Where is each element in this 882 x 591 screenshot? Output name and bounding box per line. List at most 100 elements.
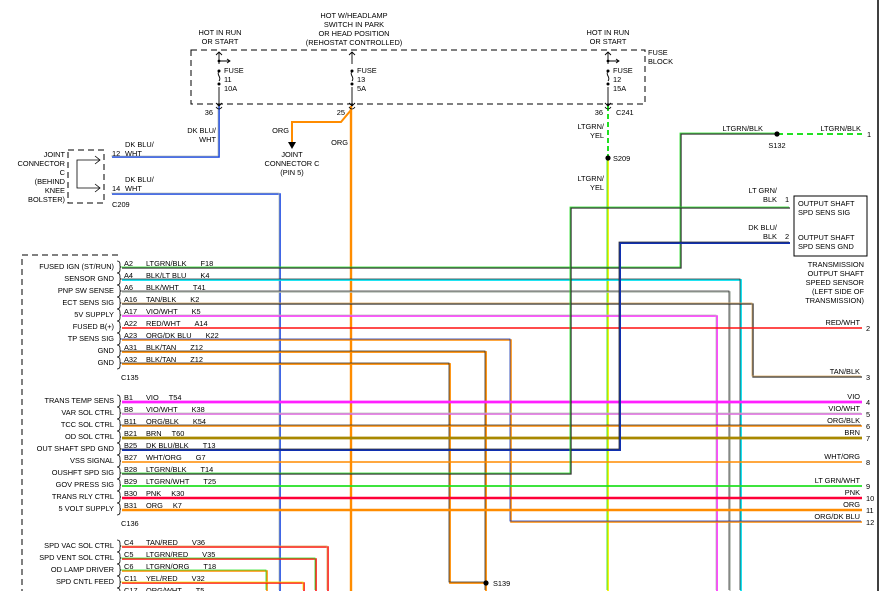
fuse-icon	[215, 51, 223, 107]
wire-color-code: VIO/WHT	[146, 307, 178, 316]
wire-color-code: BRN	[146, 429, 162, 438]
pin-number: A4	[124, 271, 133, 280]
fuse-terminal	[350, 69, 354, 73]
splice-s132-label: S132	[768, 141, 785, 150]
terminal-wire-label: VIO/WHT	[828, 404, 860, 413]
module-pin-row: OD SOL CTRL B21 BRN T60	[65, 429, 184, 444]
fuse-13-name: FUSE	[357, 66, 377, 75]
wire-a2-tracer	[121, 132, 776, 268]
circuit-id: F18	[201, 259, 214, 268]
joint-connector-c-label: (PIN 5)	[280, 168, 303, 177]
label-line: C	[60, 168, 66, 177]
wire-color-code: ORG/DK BLU	[146, 331, 192, 340]
fuse-icon	[348, 51, 356, 107]
terminal-2: RED/WHT 2	[826, 318, 871, 333]
wire-c6	[122, 570, 268, 591]
pin-number: B11	[124, 417, 137, 426]
circuit-id: K54	[193, 417, 206, 426]
module-pin-row: FUSED B(+) A22 RED/WHT A14	[73, 319, 208, 334]
pin-number: C6	[124, 562, 133, 571]
connector-pin-icon	[116, 454, 122, 468]
fuse-12-rating: 15A	[613, 84, 626, 93]
pin-function-label: OUSHFT SPD SIG	[52, 468, 115, 477]
joint-pin-14-wire: DK BLU/	[125, 175, 155, 184]
pin-number: B1	[124, 393, 133, 402]
splice-s139-dot	[483, 580, 489, 586]
wire-dk-blu-wht-12	[112, 106, 220, 158]
wire-color-code: BLK/TAN	[146, 343, 176, 352]
terminal-wire-label: ORG	[843, 500, 860, 509]
fuse-11-rating: 10A	[224, 84, 237, 93]
connector-pin-icon	[116, 490, 122, 504]
wire-c5	[122, 558, 317, 591]
terminal-number: 9	[866, 482, 870, 491]
wire-b28-tracer	[121, 206, 789, 474]
wire-a23-tracer	[121, 338, 861, 522]
wire-c5-tracer	[121, 557, 316, 590]
circuit-id: K22	[206, 331, 219, 340]
splice-dot	[606, 59, 610, 63]
pin-function-label: TRANS RLY CTRL	[52, 492, 114, 501]
wire-color-code: BLK/LT BLU	[146, 271, 186, 280]
terminal-6: ORG/BLK 6	[827, 416, 870, 431]
wire-color-code: VIO	[146, 393, 159, 402]
pin-function-label: SENSOR GND	[64, 274, 114, 283]
wire-label: LTGRN/BLK	[820, 124, 861, 133]
fuse-block-label: FUSE	[648, 48, 668, 57]
wire-a4	[122, 279, 742, 591]
label-line: JOINT	[44, 150, 66, 159]
wire-label: YEL	[590, 183, 604, 192]
module-pin-row: OD LAMP DRIVER C6 LTGRN/ORG T18	[51, 562, 216, 577]
module-pins: FUSED IGN (ST/RUN) A2 LTGRN/BLK F18 SENSOR G…	[37, 259, 219, 591]
wire-color-code: LTGRN/RED	[146, 550, 188, 559]
circuit-id: T13	[203, 441, 216, 450]
module-pin-row: OUSHFT SPD SIG B28 LTGRN/BLK T14	[52, 465, 214, 480]
circuit-id: K38	[192, 405, 205, 414]
fuse-terminal	[350, 82, 354, 86]
wire-label: LTGRN/	[577, 174, 604, 183]
pin-number: A17	[124, 307, 137, 316]
fuse-11-name: FUSE	[224, 66, 244, 75]
wire-a23	[122, 339, 862, 523]
connector-pin-icon	[116, 260, 122, 274]
joint-pin-12-wire: DK BLU/	[125, 140, 155, 149]
pin-number: B25	[124, 441, 137, 450]
pin-function-label: FUSED B(+)	[73, 322, 114, 331]
terminal-number: 2	[866, 324, 870, 333]
wire-color-code: RED/WHT	[146, 319, 181, 328]
wire-label: ORG	[331, 138, 348, 147]
wire-label: LTGRN/	[577, 122, 604, 131]
wires-layer	[111, 105, 862, 591]
wire-color-code: PNK	[146, 489, 161, 498]
wire-a16-tracer	[121, 302, 861, 377]
terminal-wire-label: TAN/BLK	[830, 367, 860, 376]
fuse-13: HOT W/HEADLAMP SWITCH IN PARK OR HEAD PO…	[306, 11, 403, 117]
circuit-id: T14	[201, 465, 214, 474]
connector-pin-icon	[116, 587, 121, 591]
sensor-pin-2-wire: BLK	[763, 232, 777, 241]
pin-number: A2	[124, 259, 133, 268]
circuit-id: K4	[200, 271, 209, 280]
connector-pin-icon	[116, 466, 122, 480]
sensor-pin-1-wire: LT GRN/	[749, 186, 778, 195]
pin-function-label: 5V SUPPLY	[74, 310, 114, 319]
wire-label: LTGRN/BLK	[722, 124, 763, 133]
pin-function-label: SPD CNTL FEED	[56, 577, 114, 586]
terminal-wire-label: VIO	[847, 392, 860, 401]
fuse-terminal	[606, 82, 610, 86]
label-line: CONNECTOR	[18, 159, 66, 168]
wire-color-code: LTGRN/ORG	[146, 562, 190, 571]
terminal-number: 3	[866, 373, 870, 382]
pin-function-label: PNP SW SENSE	[58, 286, 114, 295]
module-pin-row: 5V SUPPLY A17 VIO/WHT K5	[74, 307, 201, 322]
joint-pin-12-wire: WHT	[125, 149, 142, 158]
pin-number: A23	[124, 331, 137, 340]
splice-s139-label: S139	[493, 579, 510, 588]
wire-c4	[122, 546, 329, 591]
sensor-pin-2-function: SPD SENS GND	[798, 242, 854, 251]
splice-s209-dot	[605, 155, 611, 161]
label-line: (LEFT SIDE OF	[812, 287, 865, 296]
pin-number: C17	[124, 586, 138, 591]
pin-function-label: TP SENS SIG	[68, 334, 115, 343]
